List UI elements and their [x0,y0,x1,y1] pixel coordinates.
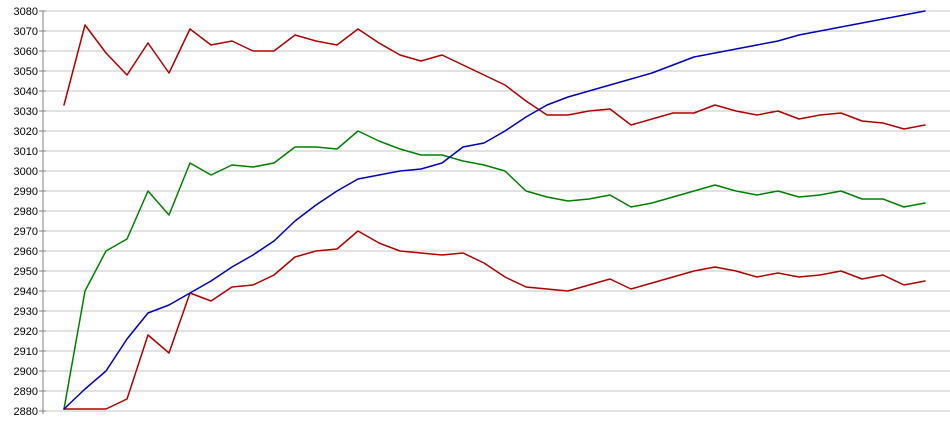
series-lines-group [63,10,926,410]
series-lower-red-band-line [63,230,926,410]
y-axis-tick-label: 2900 [14,366,38,378]
y-axis-tick-label: 2890 [14,386,38,398]
y-axis-tick-label: 3060 [14,46,38,58]
y-axis-tick-label: 3040 [14,86,38,98]
series-green-middle-line [63,130,926,410]
y-axis-tick-label: 3050 [14,66,38,78]
y-axis-tick-label: 3010 [14,146,38,158]
y-axis-tick-labels-group: 2880 2890 2900 2910 2920 2930 2940 2950 2960 2970… [14,6,38,418]
y-axis-tick-label: 2960 [14,246,38,258]
y-axis-tick-label: 2930 [14,306,38,318]
y-axis-tick-label: 3080 [14,6,38,18]
y-axis-group [39,10,46,414]
y-axis-tick-label: 2920 [14,326,38,338]
y-axis-tick-label: 2990 [14,186,38,198]
y-axis-tick-label: 2980 [14,206,38,218]
y-axis-tick-label: 2910 [14,346,38,358]
series-upper-red-band-line [63,24,926,130]
y-axis-tick-label: 3070 [14,26,38,38]
y-axis-tick-label: 2950 [14,266,38,278]
series-blue-rising-line [63,10,926,410]
y-axis-tick-label: 2880 [14,406,38,418]
y-axis-tick-label: 2970 [14,226,38,238]
gridlines-group [43,10,950,412]
y-axis-tick-label: 2940 [14,286,38,298]
y-axis-tick-label: 3030 [14,106,38,118]
y-axis-tick-label: 3020 [14,126,38,138]
y-axis-tick-label: 3000 [14,166,38,178]
